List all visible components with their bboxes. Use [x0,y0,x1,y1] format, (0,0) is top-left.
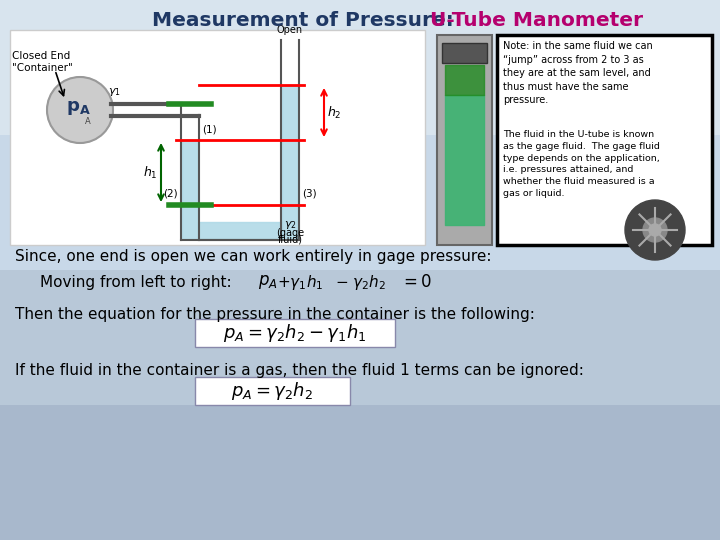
Bar [497,35,712,245]
Text: Moving from left to right:: Moving from left to right: [40,274,232,289]
Text: $+\gamma_1 h_1$: $+\gamma_1 h_1$ [277,273,323,292]
Bar [195,377,350,405]
Bar [0,135,720,270]
Text: $h_1$: $h_1$ [143,165,158,180]
Text: $p_A = \gamma_2 h_2 - \gamma_1 h_1$: $p_A = \gamma_2 h_2 - \gamma_1 h_1$ [223,322,366,344]
Text: $p_A = \gamma_2 h_2$: $p_A = \gamma_2 h_2$ [231,380,313,402]
Circle shape [625,200,685,260]
Text: $p_A$: $p_A$ [258,273,278,291]
Text: If the fluid in the container is a gas, then the fluid 1 terms can be ignored:: If the fluid in the container is a gas, … [15,362,584,377]
Text: $\mathbf{p_A}$: $\mathbf{p_A}$ [66,99,91,117]
Circle shape [643,218,667,242]
Text: (gage: (gage [276,228,304,238]
Bar [195,319,395,347]
Text: Then the equation for the pressure in the container is the following:: Then the equation for the pressure in th… [15,307,535,322]
Text: $h_2$: $h_2$ [327,104,341,120]
Text: Since, one end is open we can work entirely in gage pressure:: Since, one end is open we can work entir… [15,249,492,265]
Text: Measurement of Pressure:: Measurement of Pressure: [152,10,461,30]
Bar [442,43,487,63]
Text: $\gamma_1$: $\gamma_1$ [108,86,121,98]
Bar [437,35,492,245]
Text: Open: Open [277,25,303,35]
Text: A: A [85,118,91,126]
Text: Note: in the same fluid we can
“jump” across from 2 to 3 as
they are at the sam : Note: in the same fluid we can “jump” ac… [503,41,653,105]
Text: (1): (1) [202,124,217,134]
Bar [0,405,720,540]
Text: (3): (3) [302,189,317,199]
Bar [10,30,425,245]
Text: $\gamma_2$: $\gamma_2$ [284,219,297,231]
Text: Closed End
"Container": Closed End "Container" [12,51,73,73]
Bar [0,0,720,135]
Text: U-Tube Manometer: U-Tube Manometer [430,10,643,30]
Circle shape [649,224,661,236]
Text: (2): (2) [163,189,178,199]
Text: fluid): fluid) [277,235,302,245]
Text: $-\ \gamma_2 h_2$: $-\ \gamma_2 h_2$ [335,273,387,292]
Bar [0,270,720,405]
Circle shape [47,77,113,143]
Text: $= 0$: $= 0$ [400,273,432,291]
Text: The fluid in the U-tube is known
as the gage fluid.  The gage fluid
type depends: The fluid in the U-tube is known as the … [503,130,660,198]
